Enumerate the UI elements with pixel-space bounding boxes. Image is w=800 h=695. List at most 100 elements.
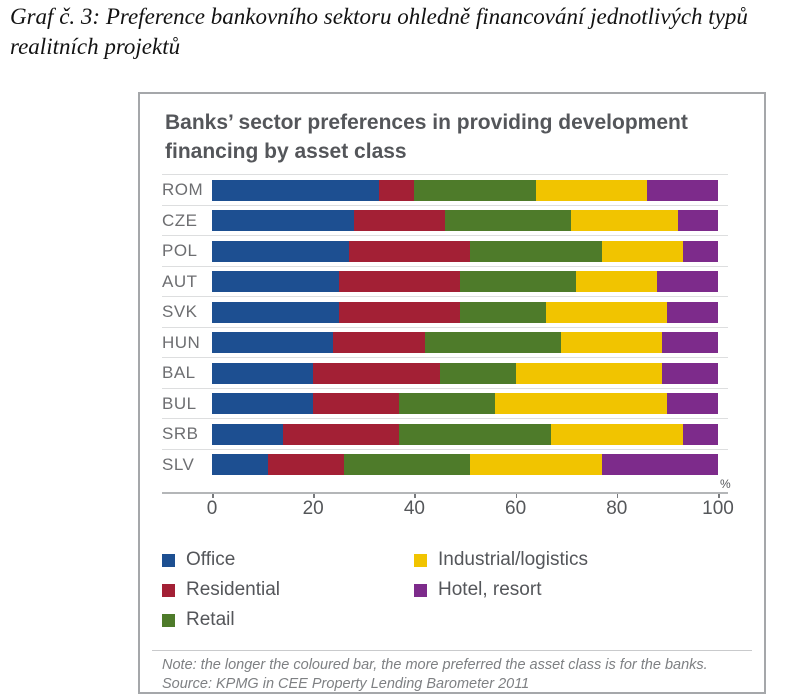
bar-segment-retail — [470, 240, 602, 262]
axis-tick-label: 20 — [302, 498, 324, 519]
axis-tick — [616, 494, 619, 498]
bar-segment-hotel-resort — [662, 332, 718, 353]
bar-track — [212, 210, 718, 231]
bar-segment-hotel-resort — [667, 393, 718, 414]
bar-segment-industrial-logistics — [576, 271, 658, 292]
legend-swatch — [414, 583, 427, 597]
chart-title-line2: financing by asset class — [165, 140, 407, 163]
bar-segment-retail — [459, 301, 546, 323]
bar-segment-residential — [282, 423, 400, 445]
row-label: SVK — [162, 302, 198, 321]
row-label: SLV — [162, 454, 195, 474]
bar-segment-retail — [439, 362, 516, 384]
bar-track — [212, 393, 718, 414]
bar-track — [212, 332, 718, 353]
chart-row-cze: CZE — [162, 204, 728, 236]
axis-tick-label: 40 — [403, 498, 425, 519]
bar-segment-industrial-logistics — [545, 301, 668, 323]
bar-segment-hotel-resort — [682, 423, 718, 445]
bar-segment-residential — [338, 271, 460, 292]
row-label: AUT — [162, 271, 198, 291]
bar-segment-residential — [353, 210, 445, 231]
bar-segment-retail — [459, 271, 577, 292]
bar-segment-residential — [313, 362, 440, 384]
legend-item-hotel-resort: Hotel, resort — [414, 579, 542, 600]
chart-row-svk: SVK — [162, 296, 728, 327]
bar-track — [212, 179, 718, 201]
chart-row-bal: BAL — [162, 357, 728, 388]
bar-segment-hotel-resort — [647, 179, 718, 201]
bar-segment-office — [212, 423, 283, 445]
bar-segment-hotel-resort — [682, 240, 718, 262]
bar-track — [212, 423, 718, 445]
bar-segment-office — [212, 240, 349, 262]
legend-label: Industrial/logistics — [438, 549, 588, 570]
chart-panel: Banks’ sector preferences in providing d… — [138, 92, 766, 694]
axis-tick — [212, 494, 214, 498]
legend-swatch — [162, 613, 175, 627]
bar-segment-retail — [399, 423, 551, 445]
bar-segment-retail — [343, 454, 471, 475]
bar-segment-residential — [267, 454, 344, 475]
chart-row-slv: SLV — [162, 448, 728, 480]
bar-segment-office — [212, 210, 354, 231]
chart-title: Banks’ sector preferences in providing d… — [165, 108, 725, 166]
bar-segment-industrial-logistics — [571, 210, 678, 231]
bar-segment-hotel-resort — [657, 271, 718, 292]
axis-tick — [515, 494, 518, 498]
axis-tick-label: 100 — [702, 498, 734, 519]
source-text: Source: KPMG in CEE Property Lending Bar… — [162, 676, 530, 692]
bar-track — [212, 454, 718, 475]
bar-segment-hotel-resort — [662, 362, 718, 384]
chart-title-line1: Banks’ sector preferences in providing d… — [165, 111, 688, 134]
chart-row-srb: SRB — [162, 418, 728, 449]
chart-row-aut: AUT — [162, 265, 728, 297]
note-divider — [152, 650, 752, 651]
bar-segment-office — [212, 332, 334, 353]
bar-segment-industrial-logistics — [535, 179, 648, 201]
bar-segment-industrial-logistics — [470, 454, 602, 475]
row-label: SRB — [162, 424, 199, 443]
row-label: POL — [162, 241, 198, 260]
legend-item-retail: Retail — [162, 609, 235, 630]
axis-tick-label: 80 — [606, 498, 628, 519]
legend-item-residential: Residential — [162, 579, 280, 600]
chart-row-hun: HUN — [162, 326, 728, 358]
bar-track — [212, 301, 718, 323]
page-title: Graf č. 3: Preference bankovního sektoru… — [10, 2, 796, 62]
bar-chart: ROM CZE POL AUT SVK HUN BAL BUL SRB SLV — [162, 174, 728, 479]
legend-item-office: Office — [162, 549, 235, 570]
bar-segment-industrial-logistics — [561, 332, 663, 353]
bar-segment-hotel-resort — [601, 454, 718, 475]
axis-tick-label: 0 — [206, 498, 218, 519]
legend-label: Hotel, resort — [438, 579, 542, 600]
bar-track — [212, 362, 718, 384]
bar-segment-residential — [313, 393, 400, 414]
row-label: BAL — [162, 363, 196, 382]
bar-segment-residential — [333, 332, 425, 353]
bar-track — [212, 271, 718, 292]
bar-segment-office — [212, 271, 339, 292]
axis-tick — [313, 494, 315, 498]
bar-track — [212, 240, 718, 262]
legend-item-industrial-logistics: Industrial/logistics — [414, 549, 588, 570]
axis-tick — [414, 494, 416, 498]
bar-segment-hotel-resort — [667, 301, 718, 323]
bar-segment-residential — [338, 301, 460, 323]
x-axis-line — [162, 492, 728, 494]
row-label: HUN — [162, 332, 201, 352]
page-title-line1: Graf č. 3: Preference bankovního sektoru… — [10, 4, 748, 29]
bar-segment-industrial-logistics — [601, 240, 683, 262]
row-label: ROM — [162, 180, 204, 199]
bar-segment-residential — [378, 179, 415, 201]
x-axis-unit-label: % — [720, 477, 731, 491]
bar-segment-office — [212, 393, 314, 414]
bar-segment-residential — [348, 240, 471, 262]
legend-label: Residential — [186, 579, 280, 600]
bar-segment-retail — [399, 393, 496, 414]
chart-row-pol: POL — [162, 235, 728, 266]
bar-segment-retail — [444, 210, 572, 231]
bar-segment-industrial-logistics — [495, 393, 668, 414]
row-label: CZE — [162, 210, 198, 230]
legend-label: Retail — [186, 609, 235, 630]
